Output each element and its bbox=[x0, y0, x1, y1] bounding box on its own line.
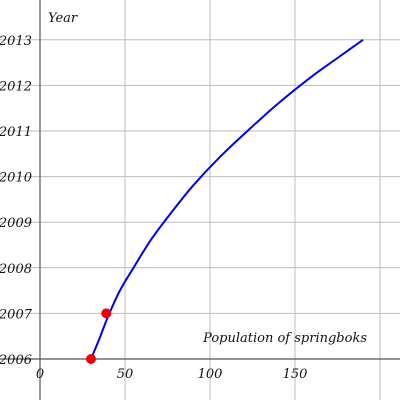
points-layer bbox=[86, 308, 112, 364]
y-tick-label: 2010 bbox=[0, 171, 32, 186]
x-axis-label: Population of springboks bbox=[202, 331, 367, 346]
y-tick-label: 2009 bbox=[0, 216, 32, 231]
data-point-1 bbox=[101, 308, 112, 319]
series-layer bbox=[90, 38, 364, 360]
y-axis-label: Year bbox=[48, 11, 78, 26]
y-tick-label: 2006 bbox=[0, 353, 32, 368]
x-tick-label: 0 bbox=[36, 367, 44, 382]
x-tick-label: 100 bbox=[198, 367, 223, 382]
x-tick-label: 150 bbox=[283, 367, 308, 382]
tick-labels: 0 50 100 150 2006 2007 2008 2009 2010 2011 2012 201… bbox=[0, 34, 307, 382]
y-tick-label: 2013 bbox=[0, 34, 32, 49]
y-tick-label: 2007 bbox=[0, 307, 33, 322]
x-tick-label: 50 bbox=[117, 367, 134, 382]
y-tick-label: 2008 bbox=[0, 262, 32, 277]
y-tick-label: 2012 bbox=[0, 79, 32, 94]
series-line-0 bbox=[90, 38, 364, 360]
data-point-0 bbox=[86, 354, 96, 364]
y-tick-label: 2011 bbox=[0, 125, 32, 140]
